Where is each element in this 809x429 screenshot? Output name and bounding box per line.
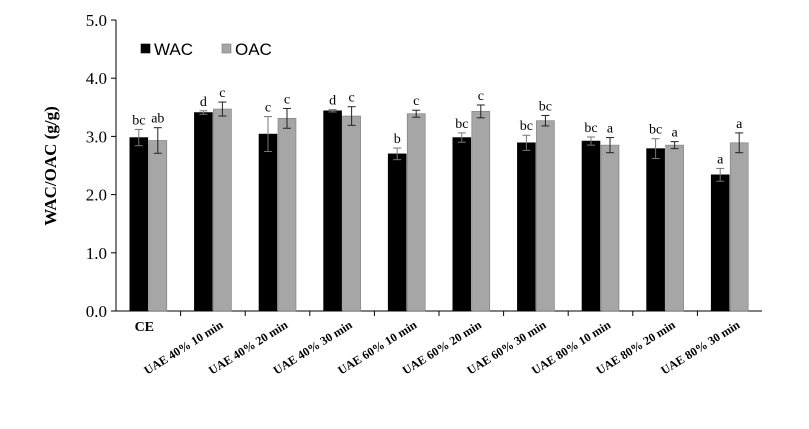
y-tick-label: 4.0 [86, 69, 107, 88]
y-tick-label: 3.0 [86, 127, 107, 146]
significance-label: a [717, 152, 724, 167]
oac-bar [342, 115, 361, 312]
wac-bar [323, 110, 342, 312]
oac-bar [213, 108, 232, 312]
y-tick-label: 0.0 [86, 302, 107, 321]
y-tick-label: 5.0 [86, 11, 107, 30]
significance-label: b [394, 132, 401, 147]
wac-bar [517, 142, 536, 312]
oac-bar [729, 142, 749, 312]
wac-bar [452, 137, 472, 312]
significance-label: c [478, 89, 484, 104]
oac-bar [406, 113, 426, 312]
legend: WAC OAC [140, 40, 272, 59]
oac-bar [600, 144, 620, 312]
y-tick-label: 2.0 [86, 186, 107, 205]
oac-bar [536, 120, 555, 312]
y-axis-label: WAC/OAC (g/g) [41, 106, 60, 225]
significance-label: bc [539, 99, 552, 114]
x-category-label: CE [135, 320, 154, 335]
y-tick-label: 1.0 [86, 244, 107, 263]
significance-label: d [329, 94, 336, 109]
significance-label: bc [584, 121, 597, 136]
wac-bar [258, 133, 278, 312]
significance-label: a [607, 122, 614, 137]
significance-label: c [284, 92, 290, 107]
significance-label: c [348, 91, 354, 106]
significance-label: bc [649, 123, 662, 138]
oac-bar [665, 144, 684, 312]
significance-label: a [736, 117, 743, 132]
significance-label: ab [151, 112, 164, 127]
significance-label: bc [455, 117, 468, 132]
legend-wac-swatch [140, 43, 151, 54]
legend-oac-label: OAC [235, 40, 272, 59]
significance-label: c [413, 94, 419, 109]
legend-oac-swatch [221, 43, 232, 54]
oac-bar [277, 118, 297, 312]
significance-label: c [219, 86, 225, 101]
legend-wac-label: WAC [154, 40, 193, 59]
oac-bar [148, 140, 168, 312]
wac-bar [710, 174, 730, 312]
wac-bar [581, 140, 601, 312]
significance-label: c [265, 101, 271, 116]
significance-label: d [200, 95, 207, 110]
wac-bar [194, 112, 213, 312]
wac-bar [387, 153, 407, 312]
wac-bar [646, 148, 665, 312]
significance-label: bc [132, 113, 145, 128]
significance-label: bc [520, 119, 533, 134]
wac-bar [129, 137, 149, 312]
significance-label: a [671, 126, 678, 141]
oac-bar [471, 111, 491, 312]
